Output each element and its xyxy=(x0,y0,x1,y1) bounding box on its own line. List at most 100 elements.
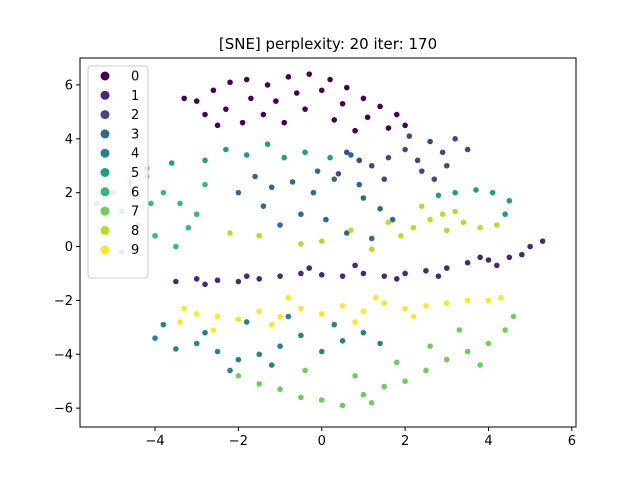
data-point-class-5 xyxy=(202,157,208,164)
data-point-class-0 xyxy=(402,122,408,129)
x-tick-label: −4 xyxy=(145,434,164,449)
data-point-class-6 xyxy=(173,243,179,250)
data-point-class-7 xyxy=(456,327,463,333)
data-point-class-0 xyxy=(239,119,246,126)
legend-label-7: 7 xyxy=(131,205,139,220)
points-layer xyxy=(93,71,546,409)
data-point-class-2 xyxy=(439,149,446,156)
legend-label-5: 5 xyxy=(131,166,139,181)
data-point-class-8 xyxy=(368,246,375,253)
data-point-class-6 xyxy=(177,200,183,207)
data-point-class-8 xyxy=(410,224,417,231)
data-point-class-1 xyxy=(298,270,304,277)
legend-label-9: 9 xyxy=(131,243,139,258)
data-point-class-7 xyxy=(464,348,471,355)
data-point-class-1 xyxy=(339,273,346,279)
legend-marker-3 xyxy=(100,129,110,139)
data-point-class-8 xyxy=(427,216,433,223)
data-point-class-9 xyxy=(402,305,408,312)
data-point-class-2 xyxy=(443,162,450,169)
data-point-class-4 xyxy=(377,340,383,347)
data-point-class-4 xyxy=(318,348,325,355)
data-point-class-2 xyxy=(414,157,421,164)
data-point-class-0 xyxy=(318,87,325,94)
data-point-class-0 xyxy=(243,76,250,83)
data-point-class-7 xyxy=(256,381,263,387)
data-point-class-3 xyxy=(331,176,338,182)
data-point-class-9 xyxy=(339,303,346,309)
data-point-class-8 xyxy=(256,232,263,239)
x-tick-label: 4 xyxy=(484,434,492,449)
data-point-class-0 xyxy=(306,71,313,77)
data-point-class-0 xyxy=(302,106,308,112)
data-point-class-9 xyxy=(210,327,217,333)
data-point-class-1 xyxy=(393,276,400,282)
legend-marker-8 xyxy=(100,225,110,235)
data-point-class-8 xyxy=(398,232,404,239)
legend-box xyxy=(87,65,149,279)
data-point-class-4 xyxy=(152,335,158,341)
legend-label-2: 2 xyxy=(131,108,139,123)
data-point-class-7 xyxy=(298,394,304,401)
data-point-class-5 xyxy=(489,189,496,196)
data-point-class-0 xyxy=(339,100,346,107)
data-point-class-8 xyxy=(227,230,233,236)
data-point-class-9 xyxy=(360,308,367,314)
data-point-class-0 xyxy=(327,76,333,83)
data-point-class-4 xyxy=(268,362,275,368)
data-point-class-4 xyxy=(214,348,221,355)
data-point-class-2 xyxy=(343,149,350,156)
data-point-class-2 xyxy=(381,176,388,182)
data-point-class-0 xyxy=(360,95,367,102)
data-point-class-8 xyxy=(477,224,483,231)
data-point-class-8 xyxy=(318,238,325,244)
data-point-class-4 xyxy=(339,338,346,344)
data-point-class-8 xyxy=(298,241,304,247)
data-point-class-1 xyxy=(214,277,221,284)
data-point-class-6 xyxy=(193,211,200,218)
data-point-class-5 xyxy=(435,192,442,199)
y-tick-label: 4 xyxy=(65,132,73,147)
data-point-class-8 xyxy=(494,222,500,228)
data-point-class-4 xyxy=(277,343,283,350)
data-point-class-1 xyxy=(202,281,208,288)
data-point-class-5 xyxy=(223,146,229,153)
data-point-class-4 xyxy=(173,346,179,352)
data-point-class-5 xyxy=(502,211,508,218)
legend-label-1: 1 xyxy=(131,89,139,104)
data-point-class-9 xyxy=(485,297,492,304)
data-point-class-4 xyxy=(285,313,292,320)
data-point-class-4 xyxy=(256,351,263,358)
data-point-class-9 xyxy=(214,313,221,320)
x-tick-label: 2 xyxy=(401,434,409,449)
data-point-class-0 xyxy=(293,90,300,96)
data-point-class-9 xyxy=(443,300,450,306)
data-point-class-1 xyxy=(464,259,471,266)
data-point-class-8 xyxy=(385,219,392,226)
data-point-class-1 xyxy=(306,265,313,271)
data-point-class-0 xyxy=(227,79,233,86)
data-point-class-7 xyxy=(402,378,408,385)
data-point-class-7 xyxy=(423,367,429,374)
data-point-class-0 xyxy=(343,84,350,91)
x-tick-label: 6 xyxy=(568,434,576,449)
legend-label-6: 6 xyxy=(131,185,139,200)
data-point-class-0 xyxy=(393,111,400,118)
data-point-class-0 xyxy=(385,125,392,131)
data-point-class-1 xyxy=(360,270,367,277)
data-point-class-1 xyxy=(277,273,283,279)
data-point-class-1 xyxy=(318,272,325,278)
data-point-class-3 xyxy=(356,181,363,188)
data-point-class-7 xyxy=(485,340,492,347)
legend-marker-4 xyxy=(100,148,110,158)
data-point-class-2 xyxy=(431,176,438,182)
data-point-class-0 xyxy=(248,95,254,102)
data-point-class-7 xyxy=(235,373,242,379)
data-point-class-3 xyxy=(323,216,329,223)
data-point-class-1 xyxy=(435,273,442,279)
data-point-class-3 xyxy=(310,189,317,196)
data-point-class-8 xyxy=(443,227,450,234)
data-point-class-0 xyxy=(364,114,371,121)
data-point-class-5 xyxy=(473,187,479,193)
